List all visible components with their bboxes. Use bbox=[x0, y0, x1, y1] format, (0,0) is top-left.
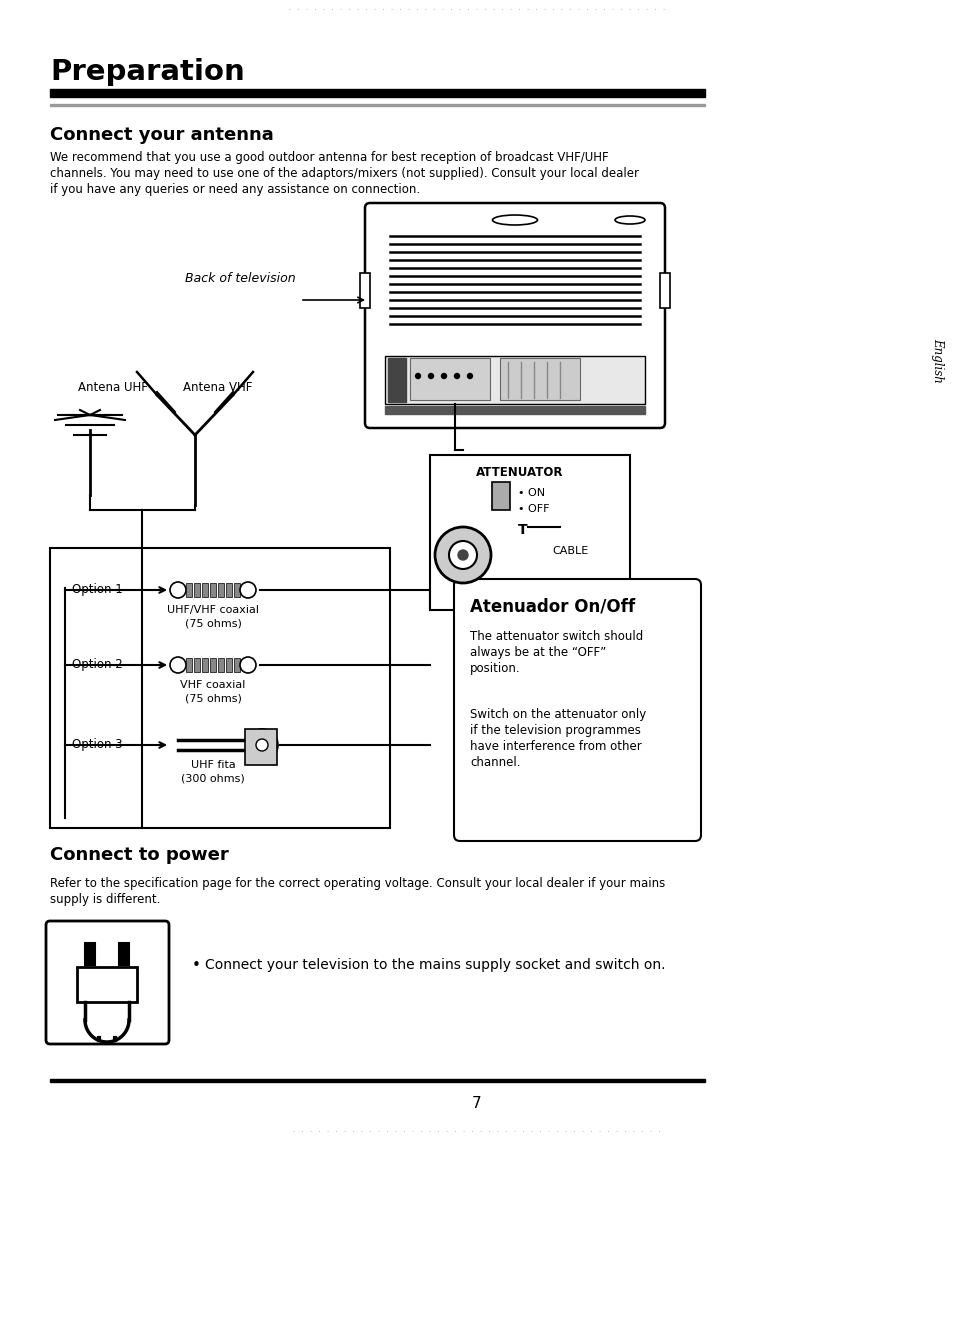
Circle shape bbox=[467, 374, 472, 379]
Text: . . . . . . . . . . . . . . . . . . . . . . . . . . . . . . . . . . . . . . . . : . . . . . . . . . . . . . . . . . . . . … bbox=[292, 1128, 661, 1133]
Text: Option 3: Option 3 bbox=[71, 738, 123, 751]
Bar bbox=[210, 659, 215, 672]
Bar bbox=[50, 1079, 704, 1083]
Text: 7: 7 bbox=[472, 1097, 481, 1112]
Text: channel.: channel. bbox=[470, 757, 520, 770]
Text: UHF/VHF coaxial: UHF/VHF coaxial bbox=[167, 606, 258, 615]
Text: position.: position. bbox=[470, 662, 520, 676]
Bar bbox=[430, 454, 629, 610]
Text: We recommend that you use a good outdoor antenna for best reception of broadcast: We recommend that you use a good outdoor… bbox=[50, 151, 608, 164]
Bar bbox=[77, 967, 137, 1002]
Bar bbox=[186, 659, 192, 672]
Bar bbox=[359, 273, 370, 307]
FancyBboxPatch shape bbox=[454, 579, 700, 841]
Text: . . . . . . . . . . . . . . . . . . . . . . . . . . . . . . . . . . . . . . . . : . . . . . . . . . . . . . . . . . . . . … bbox=[288, 5, 665, 11]
Circle shape bbox=[246, 729, 277, 761]
Text: Connect your television to the mains supply socket and switch on.: Connect your television to the mains sup… bbox=[205, 958, 665, 973]
Text: T: T bbox=[517, 523, 527, 537]
Bar bbox=[186, 583, 192, 598]
Bar bbox=[218, 659, 224, 672]
Text: Antena UHF: Antena UHF bbox=[78, 382, 148, 395]
Circle shape bbox=[170, 582, 186, 598]
Circle shape bbox=[441, 374, 446, 379]
Text: • OFF: • OFF bbox=[517, 504, 549, 514]
Text: Preparation: Preparation bbox=[50, 58, 245, 86]
Bar bbox=[193, 659, 200, 672]
Text: •: • bbox=[192, 958, 201, 973]
Circle shape bbox=[435, 527, 491, 583]
Bar bbox=[499, 358, 579, 400]
Bar bbox=[85, 943, 95, 965]
Bar bbox=[193, 583, 200, 598]
Bar bbox=[226, 659, 232, 672]
Circle shape bbox=[240, 657, 255, 673]
Text: always be at the “OFF”: always be at the “OFF” bbox=[470, 647, 605, 660]
Bar bbox=[218, 583, 224, 598]
Text: if you have any queries or need any assistance on connection.: if you have any queries or need any assi… bbox=[50, 183, 419, 196]
Bar bbox=[659, 273, 669, 307]
Bar bbox=[210, 583, 215, 598]
Text: Refer to the specification page for the correct operating voltage. Consult your : Refer to the specification page for the … bbox=[50, 877, 664, 889]
Text: Connect to power: Connect to power bbox=[50, 845, 229, 864]
Text: supply is different.: supply is different. bbox=[50, 893, 160, 905]
Text: VHF coaxial: VHF coaxial bbox=[180, 680, 246, 690]
Text: Option 1: Option 1 bbox=[71, 583, 123, 596]
Circle shape bbox=[255, 739, 268, 751]
Bar bbox=[233, 659, 240, 672]
FancyBboxPatch shape bbox=[46, 921, 169, 1044]
Circle shape bbox=[240, 582, 255, 598]
Bar bbox=[385, 405, 644, 413]
Bar bbox=[385, 356, 644, 404]
Circle shape bbox=[416, 374, 420, 379]
Text: (300 ohms): (300 ohms) bbox=[181, 774, 245, 784]
Ellipse shape bbox=[492, 215, 537, 225]
Bar bbox=[233, 583, 240, 598]
Text: if the television programmes: if the television programmes bbox=[470, 725, 640, 738]
Text: have interference from other: have interference from other bbox=[470, 741, 641, 754]
Text: Atenuador On/Off: Atenuador On/Off bbox=[470, 598, 635, 616]
Text: The attenuator switch should: The attenuator switch should bbox=[470, 631, 642, 644]
Bar bbox=[226, 583, 232, 598]
Text: English: English bbox=[930, 338, 943, 383]
Bar bbox=[492, 482, 510, 510]
Bar bbox=[410, 358, 490, 400]
Bar bbox=[202, 659, 208, 672]
Circle shape bbox=[449, 541, 476, 568]
Text: Back of television: Back of television bbox=[185, 272, 295, 285]
Text: (75 ohms): (75 ohms) bbox=[184, 694, 241, 704]
Circle shape bbox=[170, 657, 186, 673]
FancyBboxPatch shape bbox=[365, 203, 664, 428]
Ellipse shape bbox=[615, 216, 644, 224]
Bar bbox=[50, 103, 704, 106]
Circle shape bbox=[428, 374, 433, 379]
Text: Switch on the attenuator only: Switch on the attenuator only bbox=[470, 709, 645, 722]
Circle shape bbox=[454, 374, 459, 379]
Text: UHF fita: UHF fita bbox=[191, 761, 235, 770]
Bar bbox=[50, 549, 390, 828]
Text: ATTENUATOR: ATTENUATOR bbox=[476, 466, 563, 480]
Text: Connect your antenna: Connect your antenna bbox=[50, 126, 274, 144]
Text: • ON: • ON bbox=[517, 488, 544, 498]
Text: CABLE: CABLE bbox=[552, 546, 588, 556]
Text: channels. You may need to use one of the adaptors/mixers (not supplied). Consult: channels. You may need to use one of the… bbox=[50, 167, 639, 180]
Text: Option 2: Option 2 bbox=[71, 659, 123, 672]
Text: Antena VHF: Antena VHF bbox=[183, 382, 253, 395]
Text: (75 ohms): (75 ohms) bbox=[184, 619, 241, 629]
Bar bbox=[119, 943, 129, 965]
Bar bbox=[202, 583, 208, 598]
Bar bbox=[388, 358, 406, 401]
Circle shape bbox=[457, 550, 468, 560]
Bar bbox=[245, 729, 276, 765]
Bar bbox=[50, 89, 704, 97]
